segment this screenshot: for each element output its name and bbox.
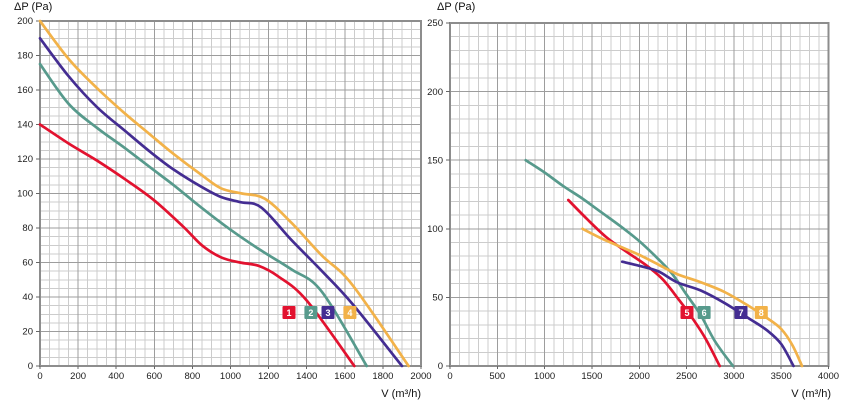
axis-ticks: 0 500 1000 1500 2000 2500 3000 3500 4000 0 50 100 15… <box>427 18 839 382</box>
x-tick-label: 1400 <box>296 371 317 382</box>
x-tick-label: 2000 <box>410 371 431 382</box>
curve-badge-number: 5 <box>684 308 689 318</box>
curve-badge-4: 4 <box>343 306 357 319</box>
left-y-axis-title: ΔP (Pa) <box>14 1 53 13</box>
y-tick-label: 40 <box>22 292 33 303</box>
curve-4 <box>38 19 410 368</box>
x-tick-label: 200 <box>70 371 86 382</box>
x-tick-label: 3000 <box>723 371 744 382</box>
curve-badge-8: 8 <box>754 306 768 319</box>
x-tick-label: 0 <box>447 371 452 382</box>
right-y-axis-title: ΔP (Pa) <box>437 1 476 13</box>
curve-badge-box <box>282 306 296 319</box>
y-tick-label: 80 <box>22 223 33 234</box>
x-tick-label: 3500 <box>771 371 792 382</box>
y-tick-label: 140 <box>17 120 33 131</box>
curve-7 <box>620 260 795 368</box>
curve-badge-box <box>343 306 357 319</box>
y-tick-label: 20 <box>22 327 33 338</box>
y-tick-label: 120 <box>17 154 33 165</box>
curve-badge-number: 4 <box>347 308 352 318</box>
curve-badge-number: 8 <box>759 308 764 318</box>
x-tick-label: 500 <box>489 371 505 382</box>
x-tick-label: 0 <box>37 371 42 382</box>
y-tick-label: 100 <box>427 224 443 235</box>
y-tick-label: 60 <box>22 258 33 269</box>
x-tick-label: 1500 <box>581 371 602 382</box>
x-tick-label: 1000 <box>534 371 555 382</box>
x-tick-label: 400 <box>108 371 124 382</box>
curve-2 <box>38 62 369 368</box>
chart-left: 0 200 400 600 800 1000 1200 1400 1600 1800 2000020… <box>17 16 431 382</box>
curve-3 <box>38 36 404 368</box>
curve-badge-box <box>697 306 711 319</box>
curve-badge-number: 3 <box>325 308 330 318</box>
curve-badge-number: 1 <box>286 308 291 318</box>
y-tick-label: 50 <box>432 293 443 304</box>
curve-badge-box <box>754 306 768 319</box>
y-tick-label: 250 <box>427 18 443 29</box>
curve-badge-7: 7 <box>734 306 748 319</box>
x-tick-label: 800 <box>184 371 200 382</box>
x-tick-label: 600 <box>146 371 162 382</box>
y-tick-label: 160 <box>17 85 33 96</box>
y-tick-label: 150 <box>427 155 443 166</box>
x-tick-label: 1800 <box>372 371 393 382</box>
curve-badge-box <box>321 306 335 319</box>
x-tick-label: 4000 <box>818 371 839 382</box>
curve-badge-box <box>304 306 318 319</box>
left-x-axis-title: V (m³/h) <box>381 388 421 400</box>
curve-badge-5: 5 <box>680 306 694 319</box>
x-tick-label: 1000 <box>220 371 241 382</box>
axis-ticks: 0 200 400 600 800 1000 1200 1400 1600 1800 2000020… <box>17 16 431 382</box>
curve-badge-3: 3 <box>321 306 335 319</box>
y-tick-label: 0 <box>438 361 443 372</box>
curve-badge-2: 2 <box>304 306 318 319</box>
y-tick-label: 100 <box>17 189 33 200</box>
curve-badge-number: 6 <box>702 308 707 318</box>
curve-badge-number: 7 <box>738 308 743 318</box>
curve-badge-number: 2 <box>308 308 313 318</box>
major-gridlines <box>449 22 829 367</box>
curve-8 <box>581 227 804 368</box>
right-x-axis-title: V (m³/h) <box>791 388 831 400</box>
x-tick-label: 2500 <box>676 371 697 382</box>
x-tick-label: 2000 <box>629 371 650 382</box>
x-tick-label: 1600 <box>334 371 355 382</box>
curve-1 <box>38 123 356 368</box>
x-tick-label: 1200 <box>258 371 279 382</box>
y-tick-label: 0 <box>28 361 33 372</box>
y-tick-label: 200 <box>427 87 443 98</box>
curve-5 <box>566 198 722 368</box>
curve-badge-1: 1 <box>282 306 296 319</box>
y-tick-label: 180 <box>17 51 33 62</box>
chart-right: 0 500 1000 1500 2000 2500 3000 3500 4000 0 50 100 15… <box>427 18 839 382</box>
curve-badge-box <box>734 306 748 319</box>
y-tick-label: 200 <box>17 16 33 27</box>
curve-badge-box <box>680 306 694 319</box>
curve-badge-6: 6 <box>697 306 711 319</box>
